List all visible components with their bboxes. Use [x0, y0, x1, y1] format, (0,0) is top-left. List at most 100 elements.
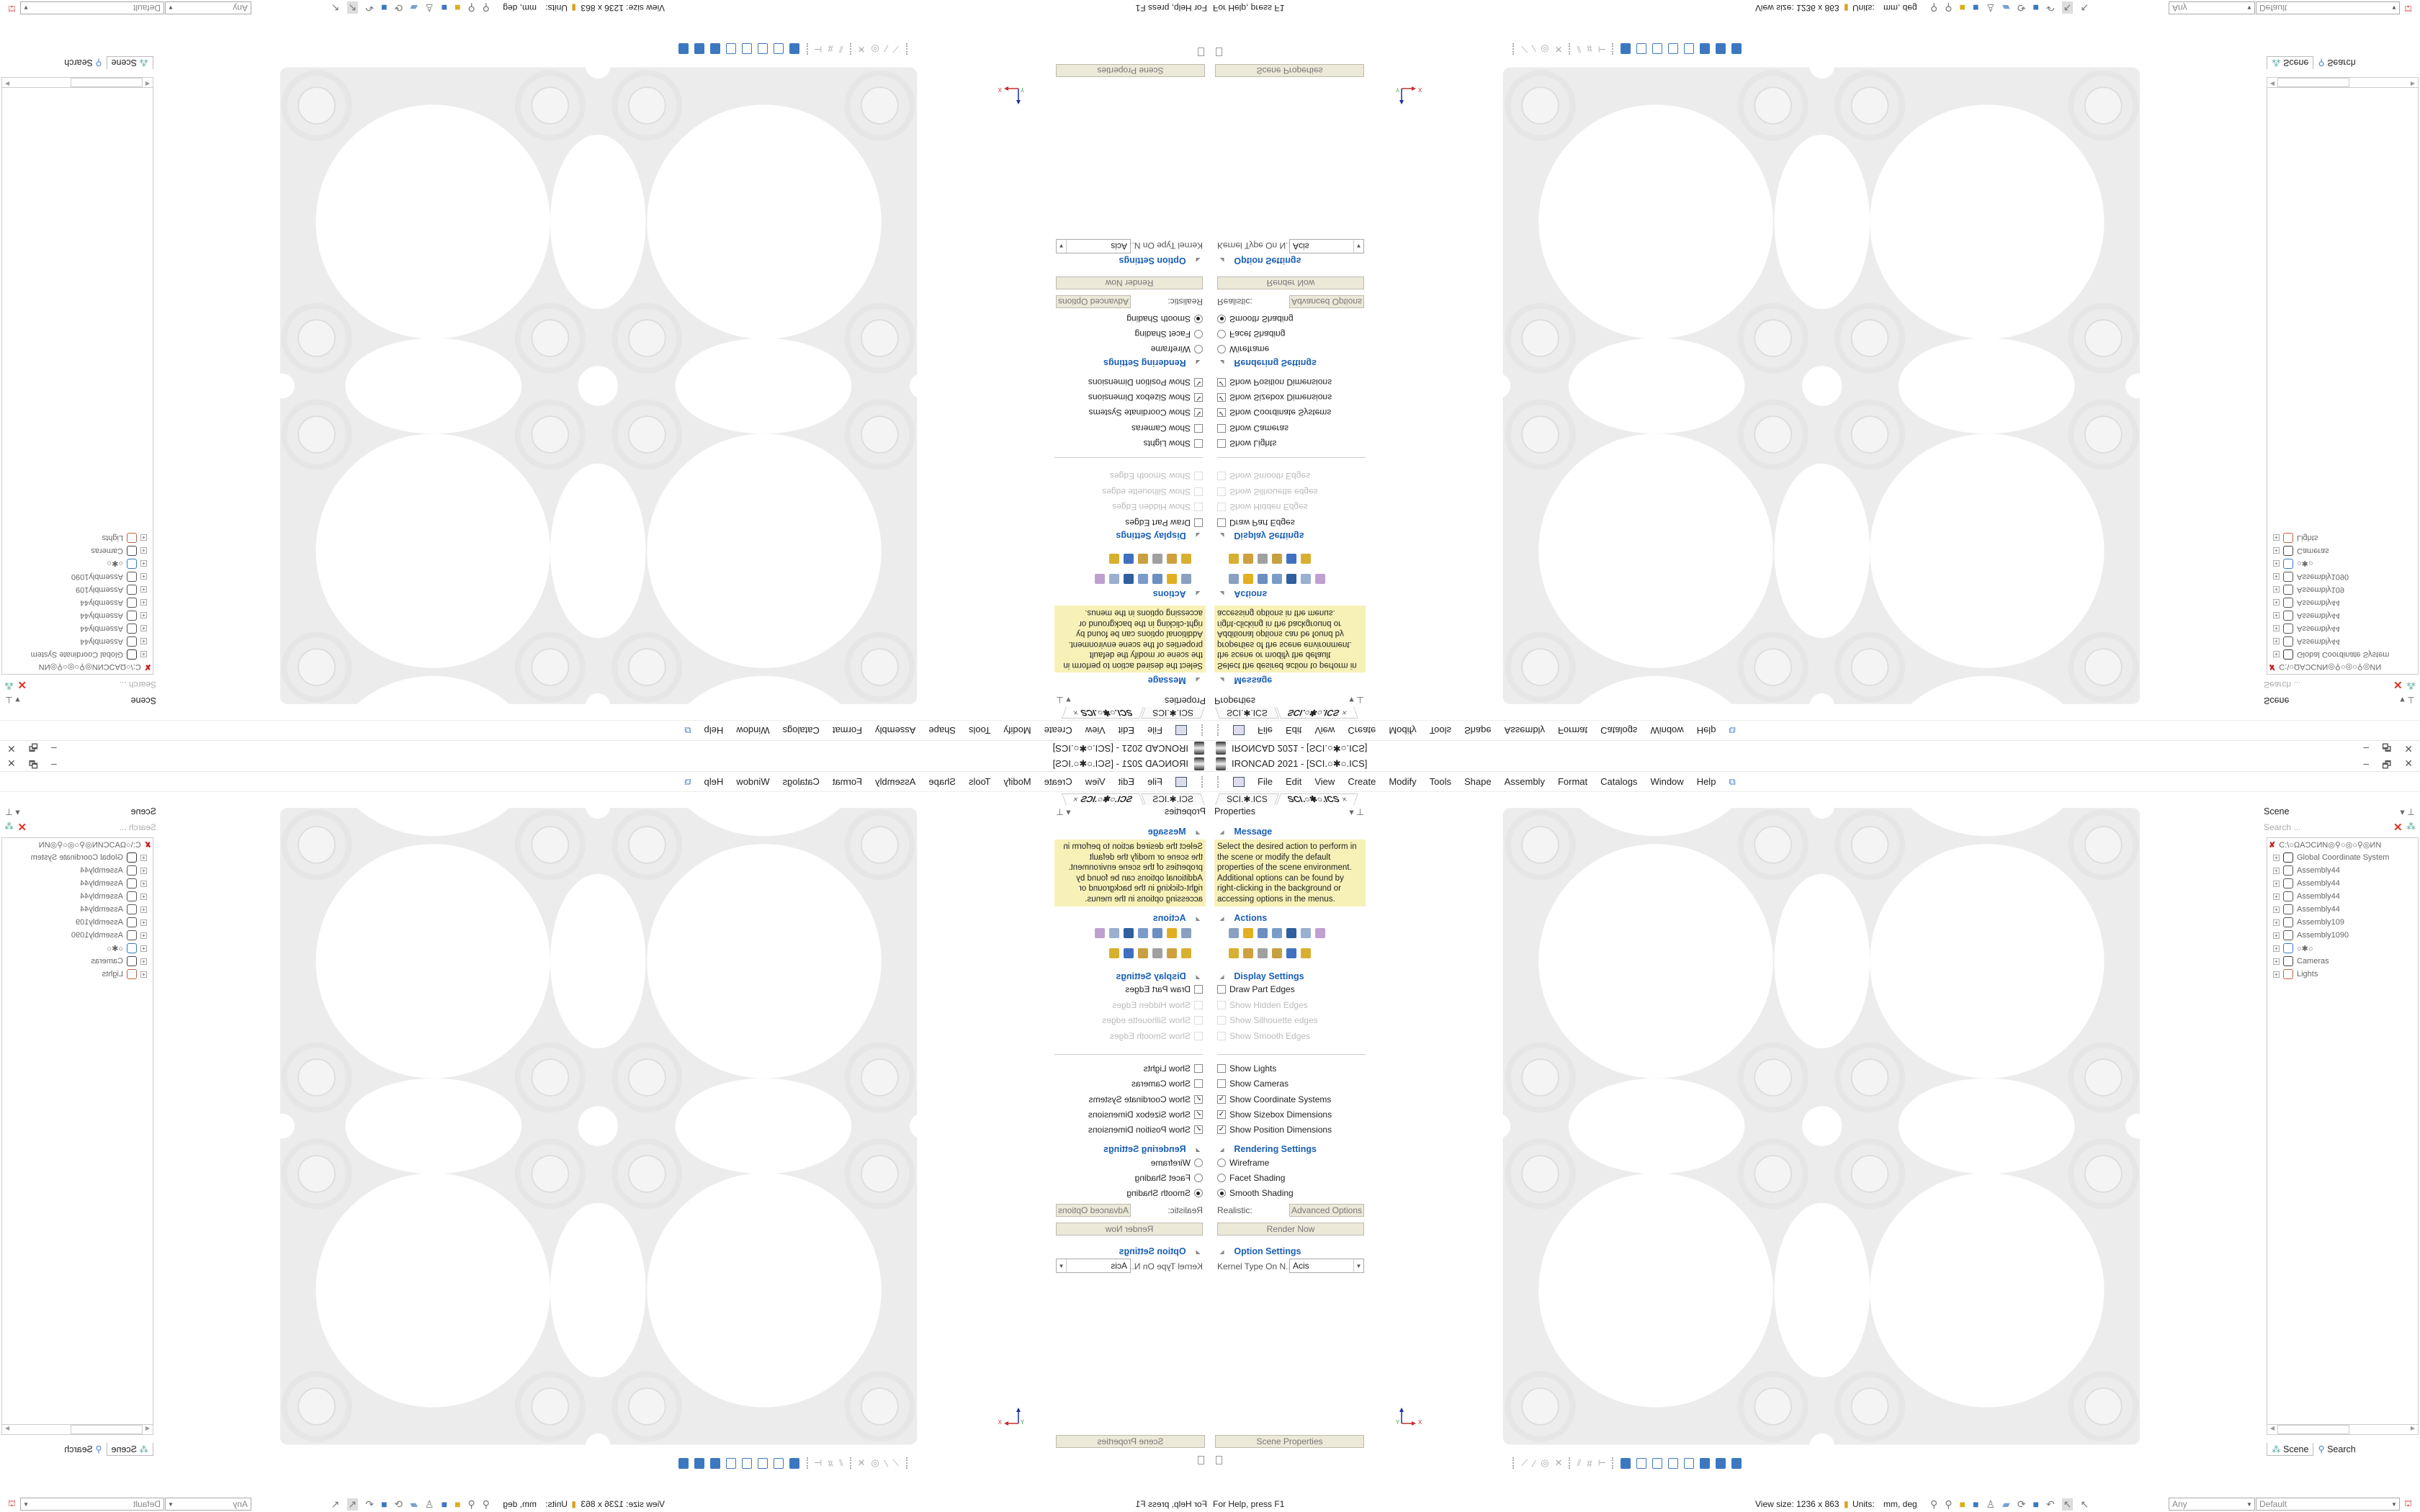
- line-icon[interactable]: ∕: [884, 43, 887, 55]
- box-icon[interactable]: ▰: [410, 2, 418, 14]
- grid-icon[interactable]: #: [1587, 1457, 1592, 1469]
- orbit-icon[interactable]: ⟳: [2017, 2, 2026, 14]
- actions-header[interactable]: Actions: [1153, 589, 1206, 599]
- part-view-icon[interactable]: ■: [454, 2, 461, 14]
- scene-search-input[interactable]: Search ...: [119, 822, 156, 832]
- pin-icon[interactable]: ▾ ⊥: [1349, 695, 1364, 705]
- clear-search-icon[interactable]: ✕: [17, 822, 27, 834]
- draw-part-edges-checkbox[interactable]: Draw Part Edges: [1217, 984, 1295, 994]
- circle-icon[interactable]: ◎: [871, 1457, 879, 1468]
- grid-icon[interactable]: #: [828, 1457, 833, 1469]
- show-coordinate-systems-checkbox[interactable]: ✓ Show Coordinate Systems: [1088, 408, 1203, 418]
- tab-document-1[interactable]: SCI.✱.ICS: [1141, 707, 1205, 719]
- view-top-icon[interactable]: [758, 1457, 768, 1469]
- box-icon[interactable]: ▰: [2002, 1498, 2010, 1510]
- select-filter-icon[interactable]: ↖: [331, 1498, 340, 1510]
- display-settings-header[interactable]: Display Settings: [1214, 531, 1304, 541]
- circle-icon[interactable]: ◎: [1541, 1457, 1549, 1468]
- stack-blocks-icon[interactable]: [1301, 948, 1311, 958]
- menu-shape[interactable]: Shape: [1464, 725, 1492, 736]
- message-header[interactable]: Message: [1148, 827, 1206, 837]
- tree-item[interactable]: + Assembly44: [2267, 890, 2418, 903]
- toolbar-grip[interactable]: [905, 43, 908, 55]
- undo-icon[interactable]: ↶: [2046, 1498, 2055, 1510]
- select-filter-icon[interactable]: ↖: [331, 2, 340, 14]
- expand-icon[interactable]: +: [140, 880, 147, 887]
- tree-root[interactable]: ✘ C:\○ΩAƆCИN◎⚲○◎○⚲◎ИN: [38, 840, 151, 850]
- scroll-left-icon[interactable]: ◀: [145, 81, 151, 87]
- scene-properties-button[interactable]: Scene Properties: [1215, 64, 1364, 77]
- axis-triad-icon[interactable]: [1286, 554, 1296, 564]
- message-header[interactable]: Message: [1148, 675, 1206, 685]
- expand-icon[interactable]: +: [2273, 854, 2280, 861]
- tree-root[interactable]: ✘ C:\○ΩAƆCИN◎⚲○◎○⚲◎ИN: [2269, 840, 2382, 850]
- zoom-box-icon[interactable]: ⚲: [467, 2, 475, 14]
- view-front-icon[interactable]: [774, 43, 784, 55]
- tab-scene[interactable]: ⁂ Scene: [106, 56, 153, 69]
- add-part-icon[interactable]: ⧉: [1729, 725, 1736, 737]
- expand-icon[interactable]: +: [2273, 638, 2280, 645]
- close-button[interactable]: ✕: [2404, 757, 2413, 769]
- scene-search-input[interactable]: Search ...: [119, 680, 156, 690]
- shield-icon[interactable]: [1286, 928, 1296, 938]
- gears-icon[interactable]: [1243, 948, 1253, 958]
- tree-item[interactable]: + Assembly1090: [2, 570, 153, 583]
- cross-icon[interactable]: ✕: [857, 1457, 866, 1468]
- tree-item[interactable]: + Global Coordinate System: [2, 648, 153, 661]
- edit-sketch-icon[interactable]: [1301, 574, 1311, 584]
- line-icon[interactable]: ∕: [1533, 1457, 1536, 1469]
- show-sizebox-dimensions-checkbox[interactable]: ✓ Show Sizebox Dimensions: [1088, 392, 1203, 402]
- tree-item[interactable]: + Assembly109: [2, 916, 153, 929]
- expand-icon[interactable]: +: [140, 958, 147, 965]
- view-side-icon[interactable]: [742, 1457, 753, 1469]
- expand-icon[interactable]: +: [2273, 586, 2280, 593]
- expand-icon[interactable]: +: [2273, 599, 2280, 606]
- circle-icon[interactable]: ◎: [1541, 44, 1549, 55]
- cross-icon[interactable]: ✕: [1554, 1457, 1563, 1468]
- expand-icon[interactable]: +: [140, 971, 147, 978]
- tree-item[interactable]: + Assembly109: [2, 583, 153, 596]
- stack-blocks-icon[interactable]: [1109, 948, 1119, 958]
- option-settings-header[interactable]: Option Settings: [1214, 1246, 1301, 1256]
- show-coordinate-systems-checkbox[interactable]: ✓ Show Coordinate Systems: [1217, 408, 1332, 418]
- scroll-thumb[interactable]: [2277, 1425, 2349, 1434]
- line-icon[interactable]: ⟋: [892, 44, 899, 55]
- expand-icon[interactable]: +: [140, 534, 147, 541]
- expand-icon[interactable]: +: [2273, 573, 2280, 580]
- pin-icon[interactable]: ▾ ⊥: [2400, 695, 2415, 705]
- menu-modify[interactable]: Modify: [1389, 725, 1417, 736]
- rotate-scene-icon[interactable]: [1258, 574, 1268, 584]
- menu-modify[interactable]: Modify: [1003, 776, 1031, 787]
- toolbar-grip[interactable]: [1611, 43, 1615, 55]
- constraint-icon[interactable]: ⫽: [1577, 44, 1582, 55]
- tab-search[interactable]: ⚲ Search: [64, 1444, 102, 1454]
- line-icon[interactable]: ∕: [1533, 43, 1536, 55]
- selection-filter-select[interactable]: Any ▼: [2169, 1498, 2255, 1511]
- document-icon[interactable]: [1233, 776, 1245, 787]
- toolbar-grip[interactable]: [1568, 1457, 1572, 1469]
- view-side-icon[interactable]: [1667, 1457, 1678, 1469]
- tree-item[interactable]: + Assembly44: [2, 635, 153, 648]
- horizontal-scrollbar[interactable]: ◀ ▶: [2, 78, 153, 88]
- menu-format[interactable]: Format: [1557, 725, 1588, 736]
- show-lights-checkbox[interactable]: Show Lights: [1217, 1063, 1276, 1074]
- close-tab-icon[interactable]: ×: [1339, 708, 1348, 718]
- show-cameras-checkbox[interactable]: Show Cameras: [1217, 1079, 1289, 1089]
- tree-item[interactable]: + Assembly1090: [2267, 929, 2418, 942]
- zoom-icon[interactable]: ⚲: [482, 1498, 490, 1510]
- menu-view[interactable]: View: [1314, 725, 1335, 736]
- tree-item[interactable]: + Assembly44: [2, 903, 153, 916]
- walk-icon[interactable]: ♙: [1986, 2, 1996, 14]
- style-select[interactable]: Default ▼: [2256, 1498, 2400, 1511]
- select-filter-icon[interactable]: ↖: [2080, 1498, 2089, 1510]
- tree-item[interactable]: + Assembly109: [2267, 583, 2418, 596]
- tree-item[interactable]: + ○✱○: [2, 557, 153, 570]
- grid-icon[interactable]: #: [1587, 43, 1592, 55]
- facet-shading-radio[interactable]: Facet Shading: [1217, 329, 1285, 339]
- shield-icon[interactable]: [1286, 574, 1296, 584]
- axis-triad-icon[interactable]: [1286, 948, 1296, 958]
- menu-catalogs[interactable]: Catalogs: [782, 725, 820, 736]
- table-icon[interactable]: [1152, 948, 1162, 958]
- toolbar-grip[interactable]: [1217, 775, 1220, 788]
- link-icon[interactable]: [1272, 928, 1282, 938]
